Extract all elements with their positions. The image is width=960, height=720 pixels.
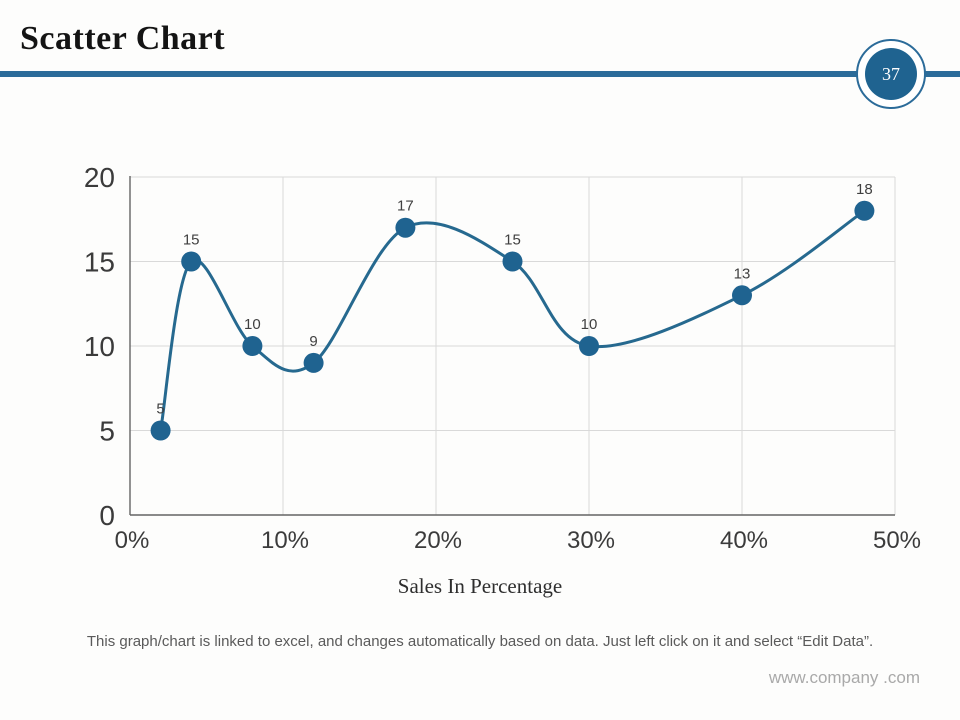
data-point xyxy=(242,336,263,356)
data-point xyxy=(181,251,202,272)
page-title: Scatter Chart xyxy=(20,20,226,57)
data-point xyxy=(732,285,752,306)
y-tick-label: 10 xyxy=(84,331,115,362)
x-tick-label: 30% xyxy=(567,527,615,554)
data-point xyxy=(150,420,171,441)
x-tick-label: 0% xyxy=(115,527,150,554)
data-point-label: 18 xyxy=(856,181,873,198)
y-tick-label: 0 xyxy=(99,500,115,531)
y-tick-label: 20 xyxy=(84,162,115,193)
watermark-url: www.company .com xyxy=(768,668,920,687)
data-point-label: 15 xyxy=(504,232,521,249)
data-point-label: 17 xyxy=(397,198,414,215)
x-tick-label: 40% xyxy=(720,527,768,554)
data-point xyxy=(303,352,324,373)
x-tick-label: 20% xyxy=(414,527,462,554)
page-number: 37 xyxy=(865,48,917,100)
data-point-label: 10 xyxy=(581,316,598,333)
x-tick-label: 50% xyxy=(873,527,921,554)
footer-note: This graph/chart is linked to excel, and… xyxy=(86,633,874,650)
data-point xyxy=(502,251,523,272)
header-divider-line xyxy=(0,71,960,77)
x-axis-title: Sales In Percentage xyxy=(397,574,563,598)
y-tick-label: 5 xyxy=(99,416,115,447)
data-point xyxy=(395,217,416,238)
data-point-label: 15 xyxy=(183,232,200,249)
data-point xyxy=(579,336,599,356)
data-point-label: 10 xyxy=(244,316,261,333)
data-point-label: 13 xyxy=(734,265,751,282)
page-number-badge: 37 xyxy=(856,39,926,109)
data-point xyxy=(854,200,875,221)
y-tick-label: 15 xyxy=(84,247,115,278)
x-tick-label: 10% xyxy=(261,527,309,554)
data-point-label: 5 xyxy=(156,401,164,418)
data-point-label: 9 xyxy=(309,333,317,350)
